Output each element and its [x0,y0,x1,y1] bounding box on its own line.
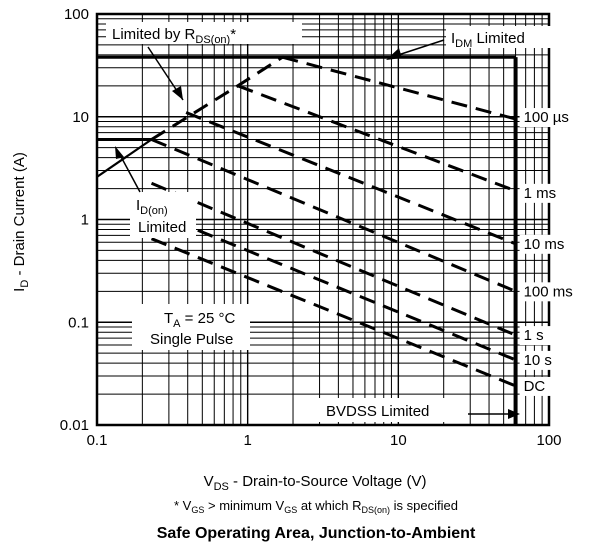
bvdss-label-bg [318,398,468,422]
series-label-bg [519,282,572,302]
rds-arrowhead [172,86,183,100]
idon-annotation: ID(on) [136,197,168,217]
ta-label-bg [132,304,250,350]
series-label-bg [519,376,572,396]
series-100-µs [282,55,516,121]
series-10-ms [185,111,517,246]
idon-annotation-line2: Limited [138,219,186,236]
chart-title: Safe Operating Area, Junction-to-Ambient [157,525,476,542]
rds-on-limit-line [96,138,153,178]
rds-label-bg [106,22,302,44]
curve-labels: 100 µs 1 ms 10 ms 100 ms 1 s 10 s DC [519,108,573,396]
x-tick-label: 10 [390,432,407,449]
curves [96,55,518,425]
series-label: 10 s [524,352,552,369]
series-1-ms [237,84,517,193]
series-label: 100 ms [524,283,573,300]
series-label: 100 µs [524,109,569,126]
idm-arrowhead [386,48,402,60]
plot-frame [95,12,551,427]
series-label-bg [519,326,572,346]
y-tick-label: 0.1 [68,314,89,331]
idm-label-bg [446,26,552,48]
series-1-s [150,181,517,337]
idon-arrowhead [115,146,124,159]
x-tick-label: 100 [536,432,561,449]
y-axis-label: ID - Drain Current (A) [11,152,31,292]
idon-arrow [118,152,141,193]
series-100-ms [150,138,517,293]
y-tick-label: 0.01 [60,417,89,434]
series-label-bg [519,350,572,370]
series-10-s [150,210,517,362]
ta-annotation: TA = 25 °C [164,310,235,330]
y-tick-label: 10 [72,109,89,126]
ta-annotation-line2: Single Pulse [150,331,233,348]
series-label-bg [519,108,572,128]
x-axis-label: VDS - Drain-to-Source Voltage (V) [204,473,427,493]
x-tick-label: 0.1 [87,432,108,449]
bvdss-arrowhead [508,409,520,419]
series-label: 1 ms [524,185,557,202]
rds-annotation: Limited by RDS(on)* [112,26,236,46]
series-label: DC [524,378,546,395]
series-label: 10 ms [524,236,565,253]
y-tick-label: 100 [64,6,89,23]
x-tick-label: 1 [243,432,251,449]
series-DC [150,237,517,388]
footnote: * VGS > minimum VGS at which RDS(on) is … [174,498,458,515]
series-label: 1 s [524,327,544,344]
idm-annotation: IDM Limited [451,30,525,50]
y-tick-label: 1 [81,212,89,229]
bvdss-annotation: BVDSS Limited [326,403,429,420]
series-label-bg [519,183,572,203]
series-label-bg [519,234,572,254]
idon-label-bg [130,192,196,238]
